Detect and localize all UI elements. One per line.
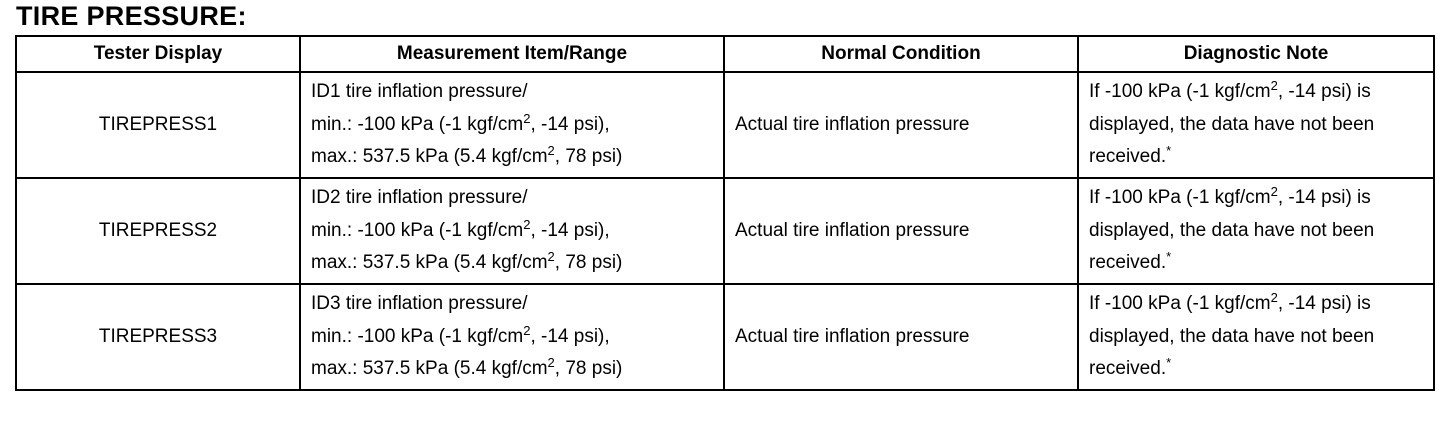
- text: , 78 psi): [554, 358, 623, 380]
- text: displayed, the data have not been: [1089, 219, 1375, 241]
- text: ID2 tire inflation pressure/: [311, 187, 528, 209]
- table-cell: Actual tire inflation pressure: [723, 177, 1079, 285]
- table-cell: If -100 kPa (-1 kgf/cm2, -14 psi) is disp…: [1077, 177, 1435, 285]
- text: TIREPRESS3: [98, 325, 218, 347]
- text-line: ID2 tire inflation pressure/: [311, 182, 713, 215]
- text: received.: [1089, 252, 1167, 274]
- table-cell: If -100 kPa (-1 kgf/cm2, -14 psi) is disp…: [1077, 283, 1435, 391]
- text: displayed, the data have not been: [1089, 113, 1375, 135]
- text-line: max.: 537.5 kPa (5.4 kgf/cm2, 78 psi): [311, 247, 713, 280]
- table-cell: ID1 tire inflation pressure/min.: -100 k…: [299, 71, 725, 179]
- table-row: TIREPRESS3 ID3 tire inflation pressure/mi…: [15, 283, 1435, 391]
- header-row: Tester Display Measurement Item/Range Norm…: [15, 35, 1435, 73]
- text: received.: [1089, 358, 1167, 380]
- superscript: 2: [1270, 78, 1278, 94]
- superscript: 2: [547, 249, 555, 265]
- table-row: TIREPRESS1 ID1 tire inflation pressure/mi…: [15, 71, 1435, 179]
- superscript: *: [1166, 143, 1172, 159]
- text: , 78 psi): [554, 146, 623, 168]
- text-line: TIREPRESS2: [27, 215, 289, 248]
- text: Actual tire inflation pressure: [735, 219, 970, 241]
- table-row: TIREPRESS2 ID2 tire inflation pressure/mi…: [15, 177, 1435, 285]
- section-title: TIRE PRESSURE:: [16, 1, 247, 31]
- text: If -100 kPa (-1 kgf/cm: [1089, 187, 1271, 209]
- text: min.: -100 kPa (-1 kgf/cm: [311, 219, 524, 241]
- text-line: Actual tire inflation pressure: [735, 321, 1067, 354]
- text: TIREPRESS1: [98, 113, 218, 135]
- text-line: displayed, the data have not been: [1089, 321, 1423, 354]
- superscript: 2: [523, 216, 531, 232]
- superscript: *: [1166, 249, 1172, 265]
- text-line: ID3 tire inflation pressure/: [311, 288, 713, 321]
- text: , -14 psi),: [530, 325, 610, 347]
- text-line: TIREPRESS1: [27, 109, 289, 142]
- text: ID1 tire inflation pressure/: [311, 81, 528, 103]
- text-line: min.: -100 kPa (-1 kgf/cm2, -14 psi),: [311, 215, 713, 248]
- text-line: displayed, the data have not been: [1089, 109, 1423, 142]
- table-cell: TIREPRESS2: [15, 177, 301, 285]
- text: displayed, the data have not been: [1089, 325, 1375, 347]
- text-line: max.: 537.5 kPa (5.4 kgf/cm2, 78 psi): [311, 353, 713, 386]
- column-header: Diagnostic Note: [1077, 35, 1435, 73]
- text-line: ID1 tire inflation pressure/: [311, 76, 713, 109]
- text: TIREPRESS2: [98, 219, 218, 241]
- superscript: 2: [523, 110, 531, 126]
- text: ID3 tire inflation pressure/: [311, 293, 528, 315]
- table-body: TIREPRESS1 ID1 tire inflation pressure/mi…: [15, 71, 1435, 391]
- text: If -100 kPa (-1 kgf/cm: [1089, 81, 1271, 103]
- text: Actual tire inflation pressure: [735, 325, 970, 347]
- text-line: Actual tire inflation pressure: [735, 109, 1067, 142]
- superscript: 2: [547, 355, 555, 371]
- table-cell: Actual tire inflation pressure: [723, 283, 1079, 391]
- text: max.: 537.5 kPa (5.4 kgf/cm: [311, 358, 548, 380]
- column-header: Normal Condition: [723, 35, 1079, 73]
- superscript: 2: [547, 143, 555, 159]
- table-cell: Actual tire inflation pressure: [723, 71, 1079, 179]
- text: , -14 psi),: [530, 219, 610, 241]
- text-line: max.: 537.5 kPa (5.4 kgf/cm2, 78 psi): [311, 141, 713, 174]
- data-table: Tester Display Measurement Item/Range Norm…: [15, 35, 1435, 391]
- column-header: Measurement Item/Range: [299, 35, 725, 73]
- text: Actual tire inflation pressure: [735, 113, 970, 135]
- text: , 78 psi): [554, 252, 623, 274]
- superscript: 2: [523, 322, 531, 338]
- table-cell: ID3 tire inflation pressure/min.: -100 k…: [299, 283, 725, 391]
- text: , -14 psi) is: [1277, 187, 1371, 209]
- text-line: received.*: [1089, 247, 1423, 280]
- text-line: min.: -100 kPa (-1 kgf/cm2, -14 psi),: [311, 109, 713, 142]
- text-line: received.*: [1089, 353, 1423, 386]
- text: max.: 537.5 kPa (5.4 kgf/cm: [311, 146, 548, 168]
- table-cell: TIREPRESS1: [15, 71, 301, 179]
- text: , -14 psi) is: [1277, 293, 1371, 315]
- text: , -14 psi) is: [1277, 81, 1371, 103]
- text-line: min.: -100 kPa (-1 kgf/cm2, -14 psi),: [311, 321, 713, 354]
- text: min.: -100 kPa (-1 kgf/cm: [311, 325, 524, 347]
- table-cell: If -100 kPa (-1 kgf/cm2, -14 psi) is disp…: [1077, 71, 1435, 179]
- text-line: If -100 kPa (-1 kgf/cm2, -14 psi) is: [1089, 288, 1423, 321]
- text: max.: 537.5 kPa (5.4 kgf/cm: [311, 252, 548, 274]
- text: min.: -100 kPa (-1 kgf/cm: [311, 113, 524, 135]
- text: received.: [1089, 146, 1167, 168]
- superscript: 2: [1270, 290, 1278, 306]
- table-cell: ID2 tire inflation pressure/min.: -100 k…: [299, 177, 725, 285]
- text-line: TIREPRESS3: [27, 321, 289, 354]
- text-line: If -100 kPa (-1 kgf/cm2, -14 psi) is: [1089, 76, 1423, 109]
- superscript: *: [1166, 355, 1172, 371]
- superscript: 2: [1270, 184, 1278, 200]
- text-line: displayed, the data have not been: [1089, 215, 1423, 248]
- column-header: Tester Display: [15, 35, 301, 73]
- text-line: received.*: [1089, 141, 1423, 174]
- text: If -100 kPa (-1 kgf/cm: [1089, 293, 1271, 315]
- table-cell: TIREPRESS3: [15, 283, 301, 391]
- text: , -14 psi),: [530, 113, 610, 135]
- text-line: Actual tire inflation pressure: [735, 215, 1067, 248]
- text-line: If -100 kPa (-1 kgf/cm2, -14 psi) is: [1089, 182, 1423, 215]
